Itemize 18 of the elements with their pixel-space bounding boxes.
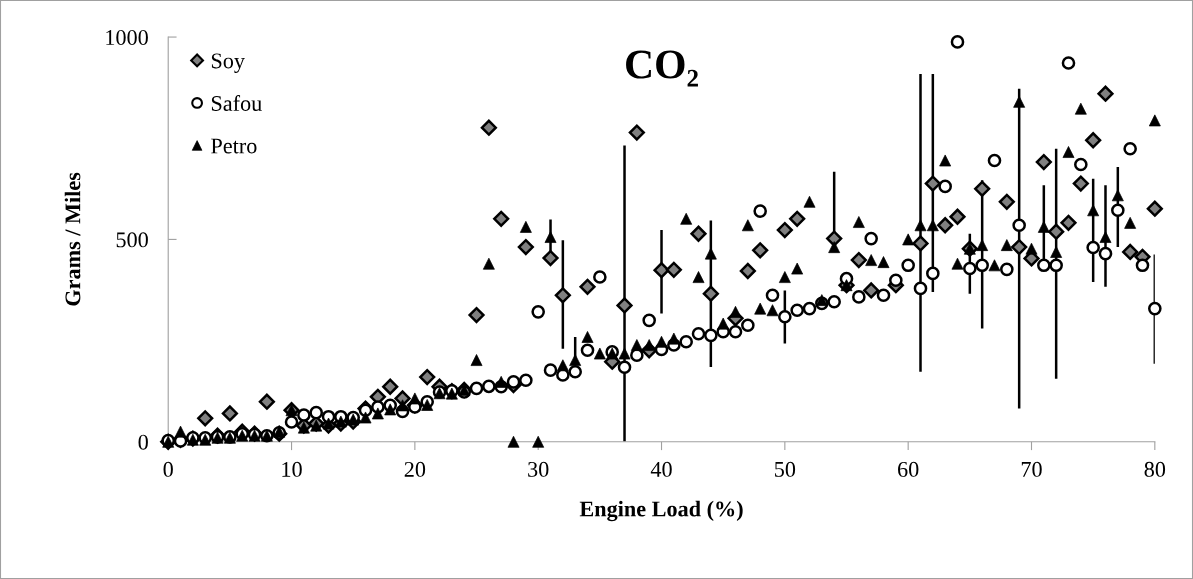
- y-tick-label: 1000: [106, 29, 148, 45]
- x-tick-label: 50: [775, 461, 796, 477]
- x-tick-label: 10: [282, 461, 302, 477]
- y-tick-label: 500: [116, 232, 148, 248]
- x-tick-label: 20: [404, 461, 426, 477]
- x-tick-label: 70: [1021, 461, 1042, 477]
- x-axis-title: Engine Load (%): [579, 500, 743, 522]
- x-tick-label: 0: [163, 461, 173, 477]
- x-tick-label: 80: [1144, 461, 1166, 477]
- legend-label: Safou: [211, 95, 262, 111]
- legend-label: Soy: [211, 53, 245, 73]
- x-tick-label: 60: [898, 461, 919, 477]
- x-tick-label: 40: [650, 461, 672, 477]
- y-axis-title: Grams / Miles: [64, 172, 81, 306]
- y-tick-label: 0: [138, 434, 148, 450]
- legend-label: Petro: [211, 138, 257, 154]
- chart-title: CO₂: [626, 50, 698, 87]
- x-tick-label: 30: [528, 461, 549, 477]
